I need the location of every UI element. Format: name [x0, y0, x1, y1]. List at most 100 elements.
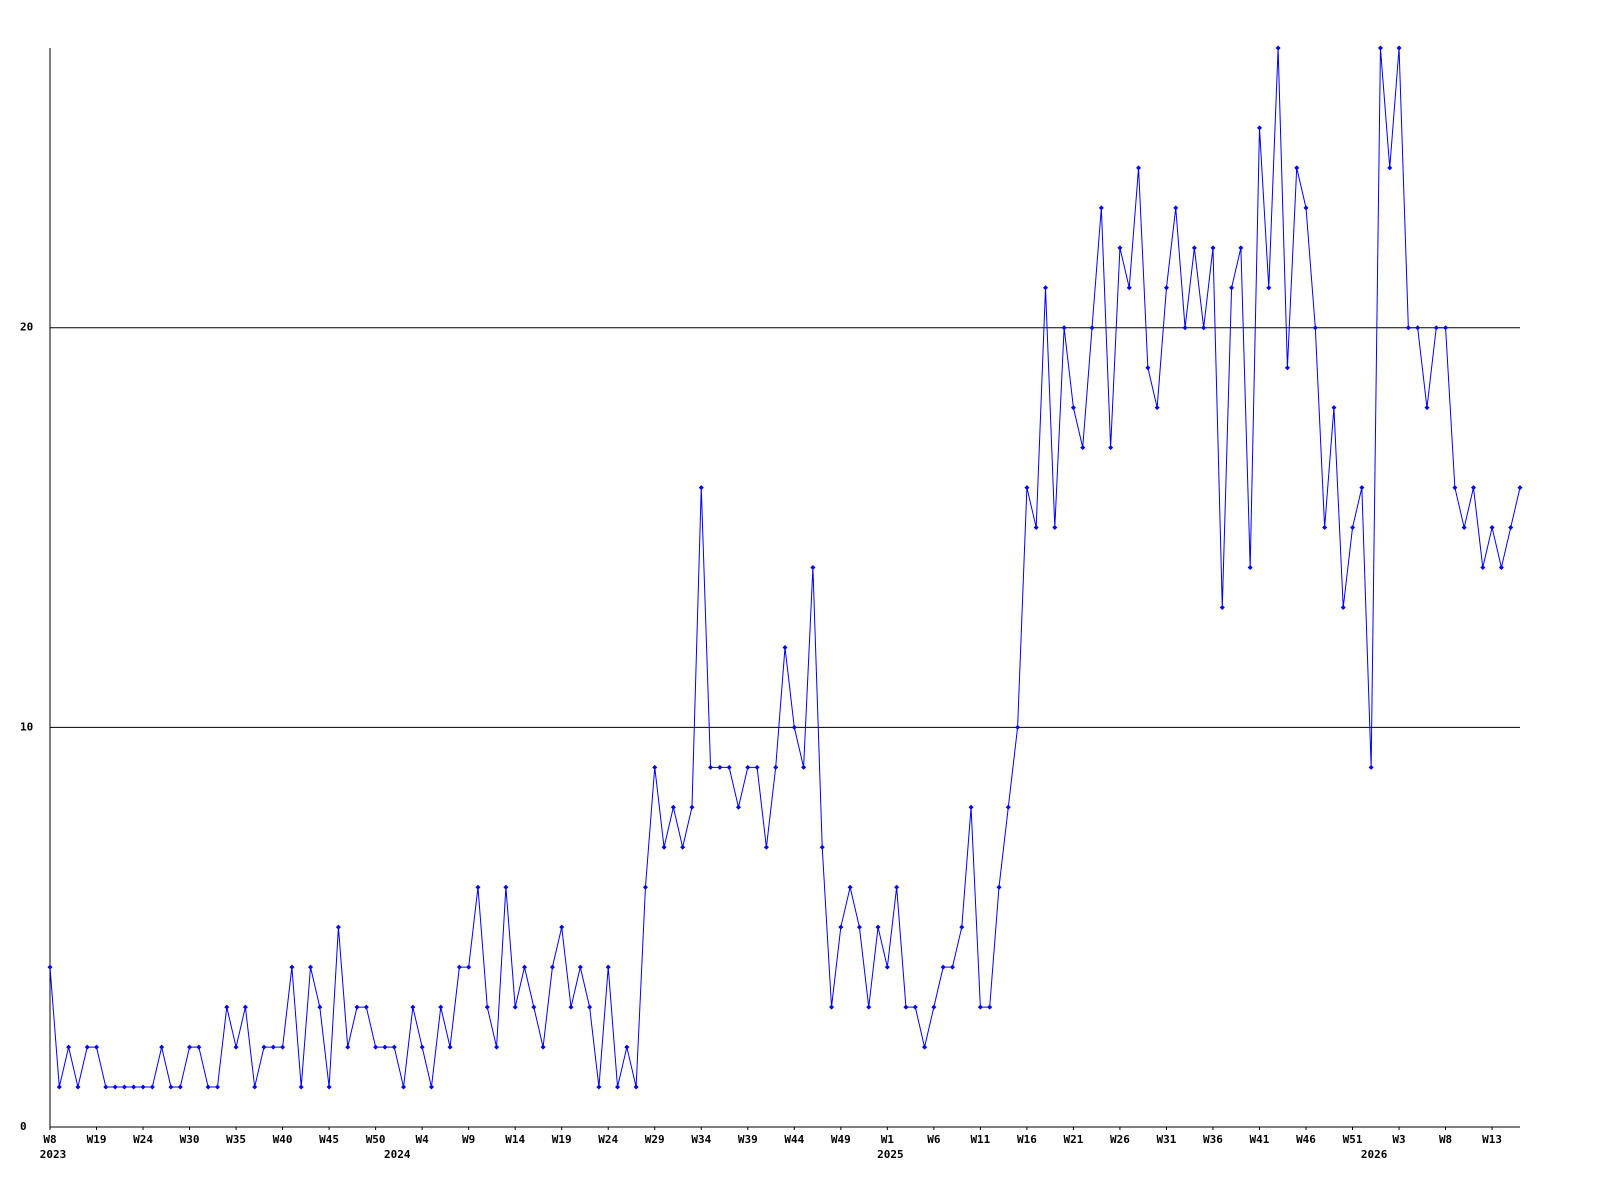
- data-point: [112, 1084, 118, 1090]
- data-point: [559, 924, 565, 930]
- data-point: [1136, 165, 1142, 171]
- data-point: [1405, 325, 1411, 331]
- data-point: [1005, 804, 1011, 810]
- data-point: [838, 924, 844, 930]
- data-point: [791, 724, 797, 730]
- data-point: [1387, 165, 1393, 171]
- data-point: [1489, 525, 1495, 531]
- data-point: [1126, 285, 1132, 291]
- data-point: [903, 1004, 909, 1010]
- x-tick-label: W8: [43, 1133, 56, 1146]
- data-point: [1033, 525, 1039, 531]
- data-point: [624, 1044, 630, 1050]
- data-point: [103, 1084, 109, 1090]
- data-point: [177, 1084, 183, 1090]
- data-point: [810, 565, 816, 571]
- x-tick-label: W16: [1017, 1133, 1037, 1146]
- data-point: [708, 764, 714, 770]
- data-point: [224, 1004, 230, 1010]
- data-point: [894, 884, 900, 890]
- y-tick-label: 10: [20, 720, 33, 733]
- y-tick-label: 0: [20, 1120, 27, 1133]
- data-point: [1415, 325, 1421, 331]
- x-tick-label: W34: [691, 1133, 711, 1146]
- data-point: [503, 884, 509, 890]
- data-point: [754, 764, 760, 770]
- x-tick-label: W35: [226, 1133, 246, 1146]
- data-point: [1340, 604, 1346, 610]
- data-point: [1350, 525, 1356, 531]
- data-point: [401, 1084, 407, 1090]
- data-point: [66, 1044, 72, 1050]
- data-point: [242, 1004, 248, 1010]
- x-tick-label: W8: [1439, 1133, 1452, 1146]
- data-point: [484, 1004, 490, 1010]
- data-point: [1154, 405, 1160, 411]
- x-tick-label: W3: [1392, 1133, 1405, 1146]
- data-point: [587, 1004, 593, 1010]
- data-point: [512, 1004, 518, 1010]
- data-point: [652, 764, 658, 770]
- data-point: [763, 844, 769, 850]
- data-point: [1359, 485, 1365, 491]
- y-tick-label: 20: [20, 321, 33, 334]
- data-point: [689, 804, 695, 810]
- x-tick-label: W31: [1157, 1133, 1177, 1146]
- data-point: [1247, 565, 1253, 571]
- x-tick-label: W41: [1250, 1133, 1270, 1146]
- data-point: [1070, 405, 1076, 411]
- data-point: [56, 1084, 62, 1090]
- data-point: [1145, 365, 1151, 371]
- data-point: [363, 1004, 369, 1010]
- data-point: [94, 1044, 100, 1050]
- data-point: [1452, 485, 1458, 491]
- data-point: [140, 1084, 146, 1090]
- data-point: [326, 1084, 332, 1090]
- data-point: [1508, 525, 1514, 531]
- data-point: [1080, 445, 1086, 451]
- data-point: [987, 1004, 993, 1010]
- x-tick-label: W50: [366, 1133, 386, 1146]
- data-point: [214, 1084, 220, 1090]
- data-point: [121, 1084, 127, 1090]
- x-tick-label: W14: [505, 1133, 525, 1146]
- data-point: [1210, 245, 1216, 251]
- data-point: [922, 1044, 928, 1050]
- data-point: [1238, 245, 1244, 251]
- data-point: [1517, 485, 1523, 491]
- data-point: [1433, 325, 1439, 331]
- data-point: [428, 1084, 434, 1090]
- data-point: [373, 1044, 379, 1050]
- data-point: [1173, 205, 1179, 211]
- data-point: [317, 1004, 323, 1010]
- data-point: [912, 1004, 918, 1010]
- data-point: [735, 804, 741, 810]
- data-point: [75, 1084, 81, 1090]
- data-point: [131, 1084, 137, 1090]
- data-point: [187, 1044, 193, 1050]
- data-point: [1424, 405, 1430, 411]
- x-tick-label: W29: [645, 1133, 665, 1146]
- data-point: [931, 1004, 937, 1010]
- data-point: [549, 964, 555, 970]
- data-point: [1461, 525, 1467, 531]
- data-point: [205, 1084, 211, 1090]
- data-point: [410, 1004, 416, 1010]
- x-tick-label: W4: [416, 1133, 430, 1146]
- data-line: [49, 47, 1521, 1088]
- data-point: [996, 884, 1002, 890]
- data-point: [1498, 565, 1504, 571]
- data-point: [977, 1004, 983, 1010]
- data-point: [447, 1044, 453, 1050]
- data-point: [419, 1044, 425, 1050]
- data-point: [959, 924, 965, 930]
- data-point: [866, 1004, 872, 1010]
- data-point: [1089, 325, 1095, 331]
- data-point: [308, 964, 314, 970]
- year-label: 2025: [877, 1148, 904, 1161]
- data-point: [196, 1044, 202, 1050]
- data-point: [1015, 724, 1021, 730]
- data-point: [829, 1004, 835, 1010]
